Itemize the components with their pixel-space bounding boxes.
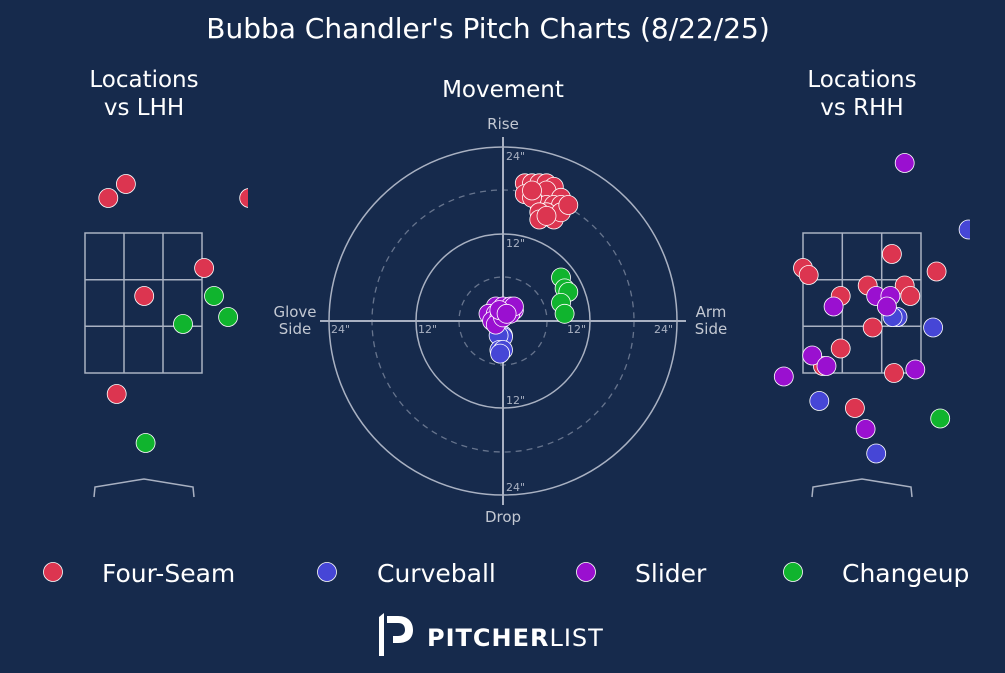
locations-rhh-slider-point-4	[877, 296, 897, 317]
movement-four-seam-point-22	[558, 195, 579, 215]
locations-rhh-curveball-point-5	[809, 391, 830, 411]
chart-title: Bubba Chandler's Pitch Charts (8/22/25)	[206, 12, 770, 45]
movement-slider-point-15	[496, 303, 517, 324]
rhh-pitch-points	[773, 153, 970, 464]
locations-rhh-slider-point-8	[816, 356, 837, 376]
movement-four-seam-point-20	[522, 180, 542, 201]
movement-changeup-point-5	[554, 303, 575, 324]
movement-curveball-point-8	[490, 343, 511, 364]
legend-label-four-seam: Four-Seam	[102, 559, 235, 588]
movement-glove-label-line2: Side	[279, 320, 311, 338]
locations-rhh-four-seam-point-2	[798, 265, 819, 285]
lhh-location-panel	[84, 174, 248, 498]
pitcherlist-p-icon	[379, 613, 413, 656]
locations-rhh-curveball-point-4	[923, 317, 943, 338]
ring-label-bottom-24: 24"	[506, 481, 525, 494]
legend-item-changeup: Changeup	[783, 559, 969, 588]
legend-swatch-changeup	[783, 562, 803, 582]
locations-rhh-four-seam-point-3	[882, 244, 902, 264]
legend-item-slider: Slider	[576, 559, 707, 588]
lhh-pitch-points	[98, 174, 248, 453]
pitcherlist-wordmark-light: LIST	[549, 624, 603, 652]
ring-label-top-24: 24"	[506, 150, 525, 163]
legend-item-four-seam: Four-Seam	[43, 559, 235, 588]
movement-rise-label: Rise	[487, 115, 519, 133]
locations-rhh-curveball-point-6	[866, 443, 887, 464]
movement-arm-label-line2: Side	[695, 320, 727, 338]
rhh-location-panel	[773, 153, 970, 498]
movement-arm-label-line1: Arm	[696, 303, 727, 321]
locations-rhh-changeup-point-1	[930, 408, 951, 429]
locations-lhh-four-seam-point-2	[116, 174, 136, 194]
locations-lhh-four-seam-point-1	[98, 188, 119, 208]
ring-label-bottom-12: 12"	[506, 394, 525, 407]
legend-swatch-curveball	[317, 562, 337, 582]
lhh-panel-title-line2: vs LHH	[104, 95, 184, 121]
locations-rhh-four-seam-point-12	[884, 363, 904, 383]
locations-rhh-slider-point-6	[802, 345, 823, 366]
movement-drop-label: Drop	[485, 508, 521, 526]
ring-label-left-24: 24"	[331, 323, 350, 336]
locations-lhh-changeup-point-4	[135, 433, 156, 453]
legend-label-curveball: Curveball	[377, 559, 496, 588]
locations-lhh-changeup-point-2	[218, 307, 239, 327]
locations-rhh-slider-point-7	[905, 359, 926, 380]
locations-rhh-curveball-point-1	[958, 219, 970, 240]
locations-lhh-changeup-point-3	[173, 314, 193, 334]
locations-lhh-four-seam-point-5	[106, 384, 127, 404]
lhh-panel-title-line1: Locations	[89, 67, 198, 93]
locations-lhh-changeup-point-1	[204, 286, 224, 306]
pitcherlist-wordmark: PITCHERLIST	[427, 624, 604, 652]
rhh-home-plate	[811, 478, 913, 498]
locations-rhh-four-seam-point-4	[926, 261, 947, 282]
movement-glove-label-line1: Glove	[273, 303, 316, 321]
locations-rhh-four-seam-point-7	[900, 286, 921, 306]
legend-swatch-four-seam	[43, 562, 63, 582]
locations-rhh-four-seam-point-10	[830, 338, 851, 359]
ring-label-right-12: 12"	[567, 323, 586, 336]
legend-swatch-slider	[576, 562, 596, 582]
locations-lhh-four-seam-point-3	[194, 258, 215, 278]
lhh-home-plate	[93, 478, 195, 498]
movement-panel-title: Movement	[442, 77, 564, 103]
ring-label-right-24: 24"	[654, 323, 673, 336]
pitcherlist-logo: PITCHERLIST	[379, 613, 604, 656]
locations-rhh-four-seam-point-9	[862, 317, 883, 338]
locations-lhh-four-seam-point-6	[239, 188, 248, 208]
movement-pitch-points	[478, 173, 579, 364]
movement-four-seam-point-21	[536, 205, 557, 226]
pitcherlist-wordmark-bold: PITCHER	[427, 624, 549, 652]
locations-rhh-slider-point-1	[894, 153, 915, 173]
locations-rhh-four-seam-point-13	[845, 398, 865, 418]
locations-rhh-slider-point-10	[855, 419, 876, 439]
legend-item-curveball: Curveball	[317, 559, 496, 588]
legend-label-changeup: Changeup	[842, 559, 969, 588]
rhh-panel-title-line2: vs RHH	[820, 95, 903, 121]
legend-label-slider: Slider	[635, 559, 707, 588]
ring-label-top-12: 12"	[506, 237, 525, 250]
ring-label-left-12: 12"	[418, 323, 437, 336]
rhh-panel-title-line1: Locations	[807, 67, 916, 93]
legend: Four-Seam Curveball Slider Changeup	[43, 559, 969, 588]
locations-lhh-four-seam-point-4	[134, 286, 155, 306]
movement-panel: Rise Drop Glove Side Arm Side 24" 12" 12…	[273, 115, 727, 526]
locations-rhh-slider-point-9	[773, 366, 794, 387]
locations-rhh-slider-point-5	[823, 296, 844, 317]
